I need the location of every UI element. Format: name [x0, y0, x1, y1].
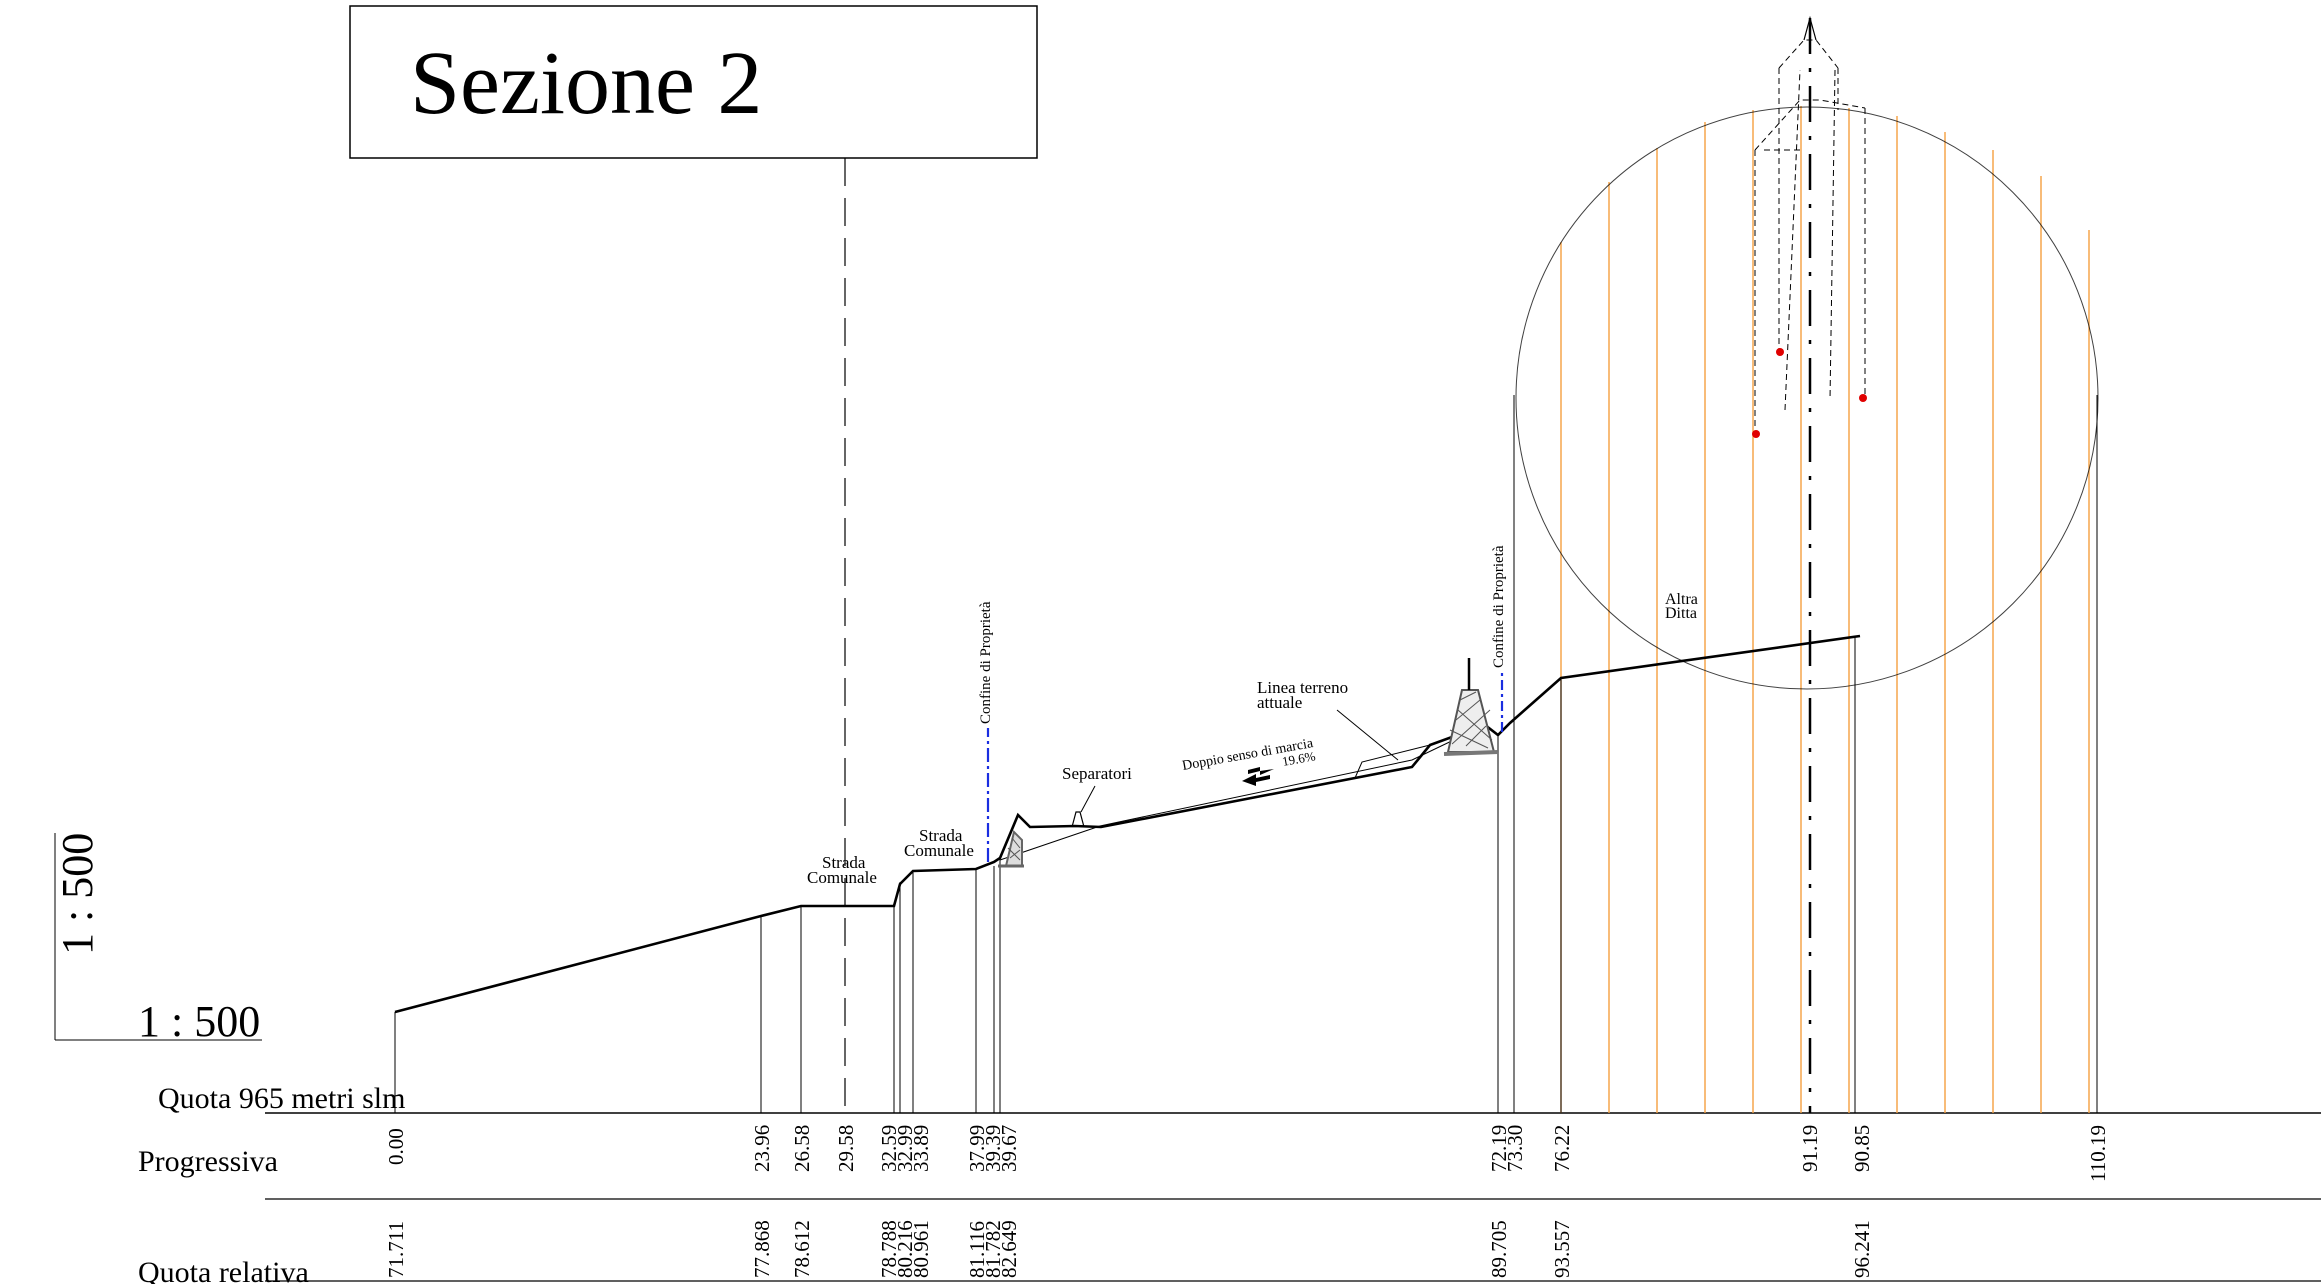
strada-label-2a: Strada: [919, 826, 963, 845]
quota-value: 89.705: [1487, 1220, 1511, 1278]
linea-label-b: attuale: [1257, 693, 1302, 712]
progressiva-value: 23.96: [750, 1125, 774, 1172]
quota-value: 80.961: [909, 1220, 933, 1278]
progressiva-value: 73.30: [1503, 1125, 1527, 1172]
clearance-circle: [1515, 106, 2099, 690]
quota-value: 78.612: [790, 1220, 814, 1278]
progressiva-values: 0.00 23.96 26.58 29.58 32.59 32.99 33.89…: [384, 1125, 2110, 1182]
pylon: [1754, 15, 1866, 1113]
progressiva-value: 37.99: [965, 1125, 989, 1172]
quota-value: 77.868: [750, 1220, 774, 1278]
progressiva-row-label: Progressiva: [138, 1145, 278, 1178]
confine-label-1: Confine di Proprietà: [978, 601, 994, 724]
progressiva-value: 26.58: [790, 1125, 814, 1172]
direction-arrows: [1242, 767, 1274, 786]
strada-label-1b: Comunale: [807, 868, 877, 887]
progressiva-value: 39.67: [997, 1125, 1021, 1172]
confine-label-2: Confine di Proprietà: [1491, 545, 1507, 668]
progressiva-value: 29.58: [834, 1125, 858, 1172]
progressiva-value: 39.39: [981, 1125, 1005, 1172]
strada-label-1a: Strada: [822, 853, 866, 872]
ground-profile: [394, 634, 1861, 1014]
altra-label-a: Altra: [1665, 591, 1698, 608]
title-block: Sezione 2: [349, 5, 1038, 159]
separator-leader: [1080, 785, 1096, 813]
quota-row-label: Quota relativa: [138, 1256, 309, 1284]
progressiva-value: 72.19: [1487, 1125, 1511, 1172]
profile-vertical-lines: [394, 395, 2098, 1113]
altra-label-b: Ditta: [1665, 605, 1697, 622]
horizontal-scale-label: 1 : 500: [138, 997, 260, 1046]
conductor-markers: [1752, 348, 1867, 438]
quota-value: 81.116: [965, 1221, 989, 1278]
quota-values: 71.711 77.868 78.612 78.788 80.216 80.96…: [384, 1220, 1874, 1278]
vertical-scale-label: 1 : 500: [53, 833, 102, 955]
quota-value: 93.557: [1550, 1220, 1574, 1278]
progressiva-value: 76.22: [1550, 1125, 1574, 1172]
scale-block: 1 : 500 1 : 500: [53, 833, 262, 1046]
quota-value: 81.782: [981, 1220, 1005, 1278]
progressiva-value: 91.19: [1798, 1125, 1822, 1172]
slope-label: 19.6%: [1281, 748, 1317, 769]
linea-leader: [1336, 709, 1399, 761]
separatori-label: Separatori: [1062, 764, 1132, 783]
datum-label: Quota 965 metri slm: [158, 1082, 405, 1115]
title-text: Sezione 2: [410, 34, 762, 133]
progressiva-value: 33.89: [909, 1125, 933, 1172]
progressiva-value: 32.59: [877, 1125, 901, 1172]
hatch-lines: [1560, 106, 2090, 1113]
progressiva-value: 32.99: [893, 1125, 917, 1172]
progressiva-value: 0.00: [384, 1128, 408, 1165]
strada-label-2b: Comunale: [904, 841, 974, 860]
retaining-wall-right: [1443, 658, 1499, 756]
quota-value: 71.711: [384, 1221, 408, 1278]
quota-value: 96.241: [1850, 1220, 1874, 1278]
quota-value: 82.649: [997, 1220, 1021, 1278]
separator-bump: [1071, 811, 1085, 828]
linea-label-a: Linea terreno: [1257, 678, 1348, 697]
progressiva-value: 90.85: [1850, 1125, 1874, 1172]
quota-value: 80.216: [893, 1220, 917, 1278]
quota-value: 78.788: [877, 1220, 901, 1278]
retaining-wall-left: [998, 830, 1024, 868]
progressiva-value: 110.19: [2086, 1125, 2110, 1182]
